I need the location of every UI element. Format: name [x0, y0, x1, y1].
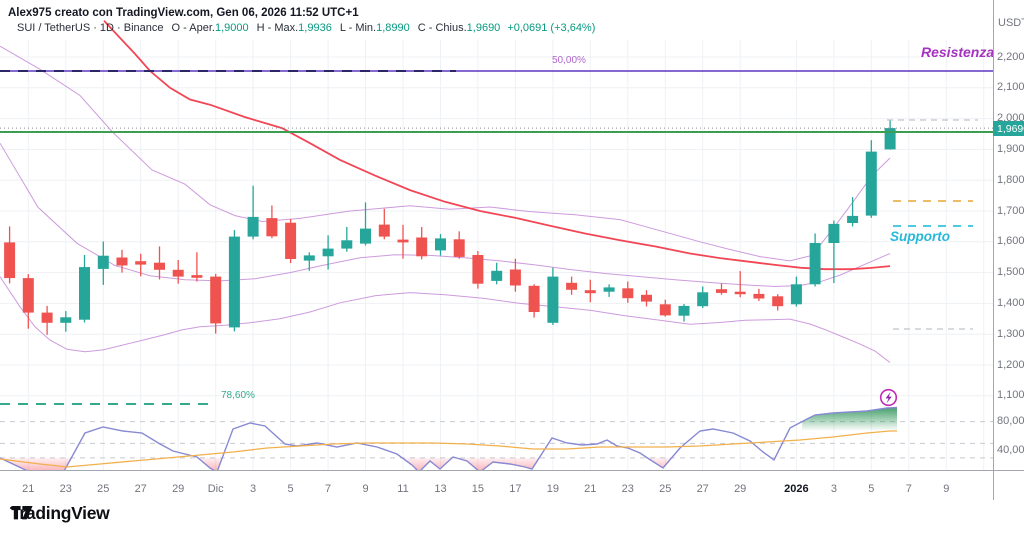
time-tick-label: 29	[172, 483, 185, 495]
indicator-tick-label: 80,00	[997, 415, 1024, 428]
symbol-info-row: SUI / TetherUS · 1D · Binance O - Aper.1,…	[17, 22, 595, 34]
price-tick-label: 1,1000	[997, 389, 1024, 402]
price-tick-label: 1,6000	[997, 235, 1024, 248]
time-tick-label: 17	[509, 483, 522, 495]
price-tick-label: 2,1000	[997, 81, 1024, 94]
time-tick-label: 25	[97, 483, 110, 495]
time-tick-label: 23	[621, 483, 634, 495]
symbol-title: SUI / TetherUS · 1D · Binance	[17, 22, 164, 34]
open-value: 1,9000	[214, 22, 249, 34]
time-tick-label: 21	[22, 483, 35, 495]
close-label: C - Chius.	[417, 22, 467, 34]
attribution-text: Alex975 creato con TradingView.com, Gen …	[8, 7, 359, 19]
indicator-tick-label: 40,00	[997, 444, 1024, 457]
time-tick-label: 27	[696, 483, 709, 495]
low-label: L - Min.	[339, 22, 377, 34]
time-tick-label: 23	[59, 483, 72, 495]
time-tick-label: 27	[134, 483, 147, 495]
open-label: O - Aper.	[171, 22, 215, 34]
fib-786-label: 78,60%	[221, 390, 255, 401]
time-tick-label: 9	[362, 483, 369, 495]
price-tick-label: 1,9000	[997, 142, 1024, 155]
lightning-marker-icon[interactable]	[879, 388, 898, 407]
price-tick-label: 1,3000	[997, 327, 1024, 340]
time-tick-label: 21	[584, 483, 597, 495]
close-value: 1,9690	[466, 22, 501, 34]
tradingview-logo[interactable]: TradingView	[10, 503, 110, 524]
time-tick-label: 15	[471, 483, 485, 495]
time-tick-label: 29	[734, 483, 747, 495]
time-tick-label: 2026	[784, 483, 809, 495]
resistance-label: Resistenza	[921, 44, 993, 60]
last-price-badge: 1,9690	[993, 121, 1024, 136]
currency-label: USDT	[998, 17, 1024, 29]
price-tick-label: 1,5000	[997, 266, 1024, 279]
price-tick-label: 2,2000	[997, 50, 1024, 63]
time-tick-label: 9	[943, 483, 950, 495]
high-label: H - Max.	[256, 22, 299, 34]
support-label: Supporto	[890, 229, 950, 244]
time-tick-label: 3	[830, 483, 837, 495]
time-tick-label: 11	[397, 483, 409, 495]
price-tick-label: 1,2000	[997, 358, 1024, 371]
price-tick-label: 1,7000	[997, 204, 1024, 217]
tradingview-logo-text: TradingView	[10, 503, 110, 523]
time-tick-label: 7	[325, 483, 332, 495]
time-tick-label: 5	[868, 483, 875, 495]
price-tick-label: 1,8000	[997, 173, 1024, 186]
price-tick-label: 1,4000	[997, 296, 1024, 309]
time-tick-label: 7	[905, 483, 912, 495]
time-tick-label: Dic	[207, 483, 224, 495]
fib-50-label: 50,00%	[552, 55, 586, 66]
time-tick-label: 3	[250, 483, 257, 495]
time-tick-label: 5	[287, 483, 294, 495]
time-tick-label: 19	[546, 483, 560, 495]
change-value: +0,0691 (+3,64%)	[507, 22, 596, 34]
time-tick-label: 25	[659, 483, 672, 495]
low-value: 1,8990	[376, 22, 410, 34]
high-value: 1,9936	[298, 22, 332, 34]
time-tick-label: 13	[434, 483, 447, 495]
tradingview-logo-icon	[11, 505, 33, 520]
